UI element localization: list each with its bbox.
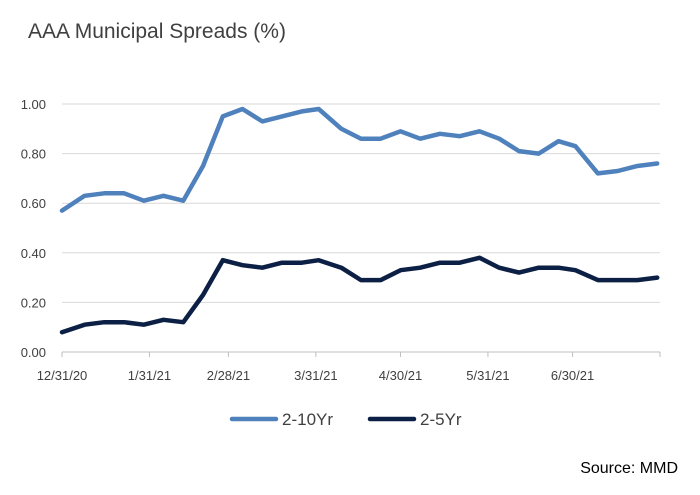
gridlines	[62, 103, 660, 303]
x-tick-label: 5/31/21	[466, 368, 509, 383]
legend-label: 2-5Yr	[420, 410, 462, 429]
x-tick-label: 2/28/21	[207, 368, 250, 383]
legend: 2-10Yr 2-5Yr	[229, 410, 462, 429]
y-tick-label: 0.00	[21, 345, 46, 360]
y-tick-label: 0.40	[21, 246, 46, 261]
y-tick-label: 0.80	[21, 147, 46, 162]
y-tick-label: 1.00	[21, 97, 46, 112]
x-tick-label: 6/30/21	[551, 368, 594, 383]
source-note: Source: MMD	[580, 460, 678, 477]
x-tick-label: 12/31/20	[37, 368, 88, 383]
series-lines	[59, 106, 660, 335]
series-line	[59, 106, 660, 213]
x-tick-label: 4/30/21	[379, 368, 422, 383]
x-tick-label: 3/31/21	[294, 368, 337, 383]
x-axis: 12/31/20 1/31/21 2/28/21 3/31/21 4/30/21 5/31…	[37, 351, 661, 383]
series-line	[59, 255, 660, 335]
legend-label: 2-10Yr	[282, 410, 333, 429]
x-tick-label: 1/31/21	[128, 368, 171, 383]
y-tick-label: 0.20	[21, 295, 46, 310]
y-tick-label: 0.60	[21, 196, 46, 211]
y-axis-ticks: 0.00 0.20 0.40 0.60 0.80 1.00	[21, 97, 46, 360]
chart-title: AAA Municipal Spreads (%)	[28, 20, 286, 43]
